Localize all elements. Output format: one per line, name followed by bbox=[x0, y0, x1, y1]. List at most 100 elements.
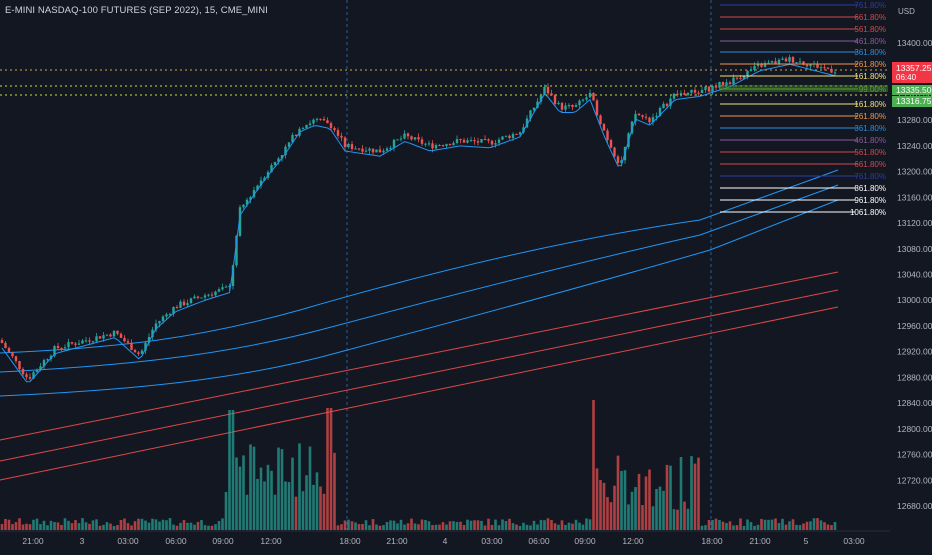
time-tick-label: 21:00 bbox=[22, 536, 44, 546]
candle-body bbox=[564, 105, 567, 110]
candle-body bbox=[277, 158, 280, 162]
candle-body bbox=[497, 139, 501, 144]
candle-body bbox=[350, 144, 354, 150]
candle-body bbox=[361, 148, 364, 152]
volume-bar bbox=[452, 521, 455, 530]
candle-body bbox=[214, 291, 217, 296]
volume-bar bbox=[711, 520, 714, 530]
volume-bar bbox=[56, 522, 60, 530]
volume-bar bbox=[266, 464, 270, 530]
candle-body bbox=[550, 93, 553, 96]
volume-bar bbox=[830, 525, 833, 530]
volume-bar bbox=[361, 524, 364, 530]
volume-bar bbox=[630, 491, 634, 530]
volume-bar bbox=[511, 523, 515, 530]
candle-body bbox=[448, 144, 452, 146]
candle-body bbox=[385, 148, 389, 151]
volume-bar bbox=[116, 525, 119, 530]
volume-bar bbox=[130, 525, 133, 530]
candle-body bbox=[536, 101, 539, 108]
volume-bar bbox=[249, 444, 252, 530]
candle-body bbox=[196, 296, 200, 298]
fib-label-bg bbox=[857, 183, 889, 193]
volume-bar bbox=[371, 519, 375, 530]
candle-body bbox=[525, 118, 529, 128]
candle-body bbox=[669, 98, 672, 106]
volume-bar bbox=[231, 410, 235, 530]
volume-bar bbox=[252, 446, 256, 530]
time-tick-label: 21:00 bbox=[749, 536, 771, 546]
volume-bar bbox=[217, 520, 221, 530]
candle-body bbox=[35, 369, 39, 373]
candle-body bbox=[270, 165, 273, 173]
volume-bar bbox=[21, 524, 25, 530]
candle-body bbox=[382, 150, 385, 153]
volume-bar bbox=[490, 524, 494, 530]
fib-level-17: 1061.80% bbox=[720, 207, 889, 217]
candle-body bbox=[42, 360, 46, 367]
candle-body bbox=[725, 82, 728, 86]
candle-body bbox=[802, 61, 805, 65]
candle-body bbox=[60, 348, 63, 350]
candle-body bbox=[424, 143, 427, 145]
volume-bar bbox=[784, 524, 788, 530]
candle-body bbox=[7, 348, 11, 352]
candle-body bbox=[109, 334, 112, 337]
volume-bar bbox=[749, 522, 753, 530]
candle-body bbox=[161, 316, 165, 321]
candle-body bbox=[749, 69, 753, 72]
candle-body bbox=[319, 118, 322, 120]
candle-body bbox=[679, 93, 683, 95]
candle-body bbox=[98, 336, 102, 339]
fib-label: 461.80% bbox=[854, 37, 886, 46]
volume-bar bbox=[375, 524, 378, 530]
volume-bar bbox=[823, 522, 826, 530]
volume-bar bbox=[592, 400, 595, 530]
volume-bar bbox=[322, 493, 326, 530]
candle-body bbox=[193, 296, 196, 299]
volume-bar bbox=[770, 519, 774, 530]
volume-group bbox=[0, 400, 837, 530]
volume-bar bbox=[151, 518, 154, 530]
volume-bar bbox=[46, 525, 49, 530]
volume-bar bbox=[119, 519, 123, 530]
candle-body bbox=[140, 350, 144, 354]
candle-body bbox=[676, 93, 679, 95]
fib-label: 461.80% bbox=[854, 136, 886, 145]
candle-body bbox=[343, 137, 347, 148]
countdown-value: 06:40 bbox=[896, 73, 917, 82]
candle-body bbox=[88, 340, 91, 342]
volume-bar bbox=[483, 525, 487, 530]
candle-body bbox=[760, 64, 763, 67]
volume-bar bbox=[280, 449, 284, 530]
volume-bar bbox=[42, 520, 46, 530]
volume-bar bbox=[147, 522, 151, 530]
candle-body bbox=[742, 76, 746, 79]
volume-bar bbox=[200, 520, 203, 530]
candle-body bbox=[95, 336, 98, 342]
volume-bar bbox=[756, 524, 760, 530]
volume-bar bbox=[819, 520, 823, 530]
volume-bar bbox=[242, 455, 245, 530]
volume-bar bbox=[651, 506, 655, 530]
candle-body bbox=[480, 139, 483, 143]
volume-bar bbox=[578, 522, 581, 530]
volume-bar bbox=[11, 524, 14, 530]
candle-body bbox=[392, 139, 396, 148]
candle-body bbox=[11, 351, 14, 357]
candle-body bbox=[396, 139, 399, 141]
price-tick-label: 13160.00 bbox=[897, 192, 932, 202]
candle-body bbox=[637, 113, 641, 116]
volume-bar bbox=[448, 521, 452, 530]
volume-bar bbox=[434, 524, 438, 530]
candle-body bbox=[81, 340, 84, 344]
volume-bar bbox=[781, 518, 784, 530]
volume-bar bbox=[63, 518, 67, 530]
volume-bar bbox=[735, 525, 739, 530]
volume-bar bbox=[466, 519, 469, 530]
volume-bar bbox=[809, 521, 812, 530]
volume-bar bbox=[28, 524, 32, 530]
candle-body bbox=[333, 128, 336, 131]
